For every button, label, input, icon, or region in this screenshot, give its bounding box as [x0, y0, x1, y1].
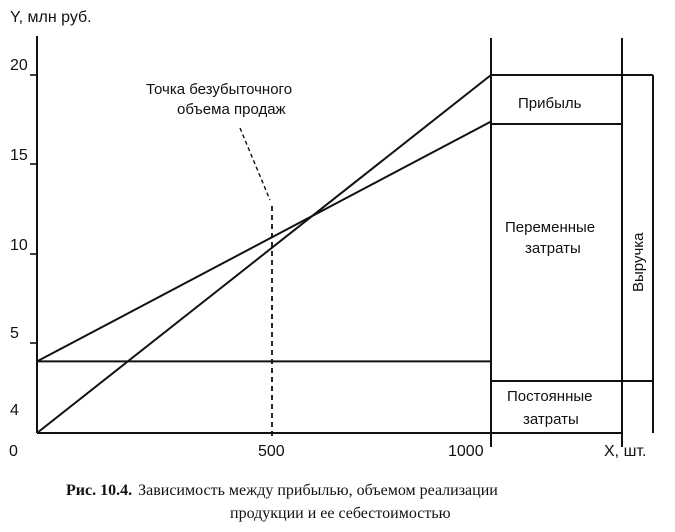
y-ticks: 20 15 10 5 4 — [10, 57, 37, 419]
x-ticks: 0 500 1000 — [9, 443, 484, 460]
x-tick-label-0: 0 — [9, 443, 18, 460]
total-cost-line — [36, 120, 492, 363]
y-axis-label: Y, млн руб. — [10, 9, 92, 26]
y-tick-label-20: 20 — [10, 57, 28, 74]
y-tick-label-10: 10 — [10, 237, 28, 254]
figure-caption-line1: Рис. 10.4. Зависимость между прибылью, об… — [66, 482, 498, 499]
variable-costs-label-line1: Переменные — [505, 219, 595, 236]
variable-costs-label-line2: затраты — [525, 240, 581, 257]
fixed-costs-label-line2: затраты — [523, 411, 579, 428]
x-tick-label-500: 500 — [258, 443, 285, 460]
figure-caption-prefix: Рис. 10.4. — [66, 482, 132, 499]
y-tick-label-5: 5 — [10, 325, 19, 342]
breakeven-label-line1: Точка безубыточного — [146, 81, 292, 98]
x-tick-label-1000: 1000 — [448, 443, 484, 460]
breakeven-pointer — [239, 127, 271, 201]
revenue-line — [36, 74, 492, 434]
figure-caption-line2: продукции и ее себестоимостью — [230, 505, 451, 522]
figure-caption-line1-text: Зависимость между прибылью, объемом реал… — [138, 482, 498, 499]
profit-label: Прибыль — [518, 95, 582, 112]
fixed-costs-label-line1: Постоянные — [507, 388, 592, 405]
revenue-label: Выручка — [630, 232, 647, 292]
y-tick-label-15: 15 — [10, 147, 28, 164]
y-tick-label-4: 4 — [10, 402, 19, 419]
breakeven-label-line2: объема продаж — [177, 101, 286, 118]
x-axis-label: X, шт. — [604, 443, 646, 460]
